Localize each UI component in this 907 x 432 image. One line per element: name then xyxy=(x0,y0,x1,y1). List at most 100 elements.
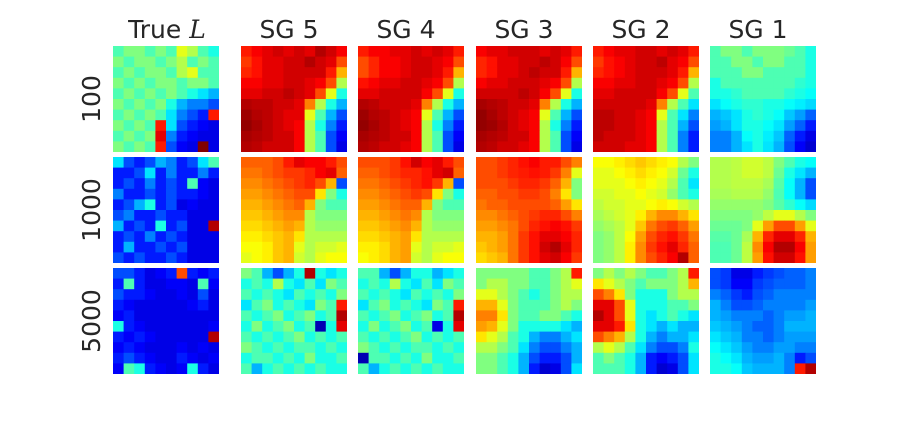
heatmap-cell xyxy=(614,67,626,79)
heatmap-cell xyxy=(497,56,509,68)
heatmap-cell xyxy=(539,178,551,190)
heatmap-cell xyxy=(476,199,487,211)
heatmap-cell xyxy=(166,331,177,343)
heatmap-cell xyxy=(358,77,369,89)
heatmap-cell xyxy=(614,352,626,364)
heatmap-cell xyxy=(784,310,796,322)
heatmap-cell xyxy=(134,141,146,152)
heatmap-cell xyxy=(144,220,156,232)
heatmap-cell xyxy=(741,331,753,343)
heatmap-cell xyxy=(805,278,816,290)
heatmap-cell xyxy=(635,88,647,100)
heatmap-cell xyxy=(773,120,785,132)
heatmap-cell xyxy=(773,46,785,57)
heatmap-cell xyxy=(677,310,689,322)
heatmap-cell xyxy=(720,241,732,253)
heatmap-cell xyxy=(752,56,764,68)
heatmap-cell xyxy=(187,178,199,190)
heatmap-cell xyxy=(368,167,380,179)
heatmap-cell xyxy=(176,188,188,200)
heatmap-cell xyxy=(325,352,337,364)
heatmap-cell xyxy=(624,99,636,110)
heatmap-cell xyxy=(262,278,274,290)
heatmap-cell xyxy=(411,231,422,243)
heatmap-cell xyxy=(123,120,135,132)
heatmap-cell xyxy=(656,141,668,152)
heatmap-cell xyxy=(208,77,219,89)
heatmap-cell xyxy=(550,130,562,142)
heatmap-cell xyxy=(155,299,167,311)
heatmap-cell xyxy=(453,278,464,290)
heatmap-cell xyxy=(432,46,444,57)
heatmap-cell xyxy=(667,252,679,263)
heatmap-cell xyxy=(166,321,177,332)
heatmap-cell xyxy=(677,363,689,374)
heatmap-cell xyxy=(773,157,785,168)
heatmap-cell xyxy=(763,310,774,322)
heatmap-cell xyxy=(421,252,433,263)
heatmap-cell xyxy=(688,231,699,243)
heatmap-cell xyxy=(773,167,785,179)
heatmap-cell xyxy=(294,331,305,343)
heatmap-cell xyxy=(368,120,380,132)
heatmap-cell xyxy=(197,56,209,68)
heatmap-cell xyxy=(262,321,274,332)
heatmap-cell xyxy=(166,77,177,89)
heatmap-cell xyxy=(389,299,401,311)
heatmap-cell xyxy=(208,56,219,68)
heatmap-cell xyxy=(166,278,177,290)
heatmap-cell xyxy=(752,178,764,190)
heatmap-cell xyxy=(529,178,540,190)
heatmap-cell xyxy=(688,157,699,168)
heatmap-cell xyxy=(518,210,530,221)
heatmap-cell xyxy=(476,46,487,57)
heatmap-cell xyxy=(144,268,156,279)
heatmap-cell xyxy=(123,210,135,221)
heatmap-cell xyxy=(560,130,572,142)
heatmap-cell xyxy=(507,363,519,374)
heatmap-cell xyxy=(507,188,519,200)
heatmap-cell xyxy=(453,268,464,279)
heatmap-cell xyxy=(529,289,540,301)
heatmap-cell xyxy=(134,331,146,343)
heatmap-cell xyxy=(518,363,530,374)
heatmap-cell xyxy=(710,310,721,322)
heatmap-cell xyxy=(187,120,199,132)
heatmap-cell xyxy=(710,241,721,253)
heatmap-cell xyxy=(731,188,743,200)
heatmap-cell xyxy=(304,210,316,221)
heatmap-cell xyxy=(241,199,252,211)
heatmap-cell xyxy=(421,268,433,279)
heatmap-cell xyxy=(763,289,774,301)
heatmap-cell xyxy=(315,109,327,121)
heatmap-cell xyxy=(304,46,316,57)
heatmap-cell xyxy=(529,130,540,142)
heatmap-cell xyxy=(113,231,124,243)
heatmap-cell xyxy=(720,289,732,301)
heatmap-cell xyxy=(134,88,146,100)
heatmap-cell xyxy=(614,331,626,343)
heatmap-cell xyxy=(656,342,668,354)
heatmap-cell xyxy=(134,231,146,243)
heatmap-cell xyxy=(144,120,156,132)
heatmap-cell xyxy=(677,157,689,168)
heatmap-cell xyxy=(400,46,412,57)
heatmap-cell xyxy=(176,268,188,279)
heatmap-cell xyxy=(593,188,604,200)
heatmap-cell xyxy=(635,210,647,221)
heatmap-cell xyxy=(646,99,657,110)
heatmap-cell xyxy=(304,321,316,332)
heatmap-cell xyxy=(400,77,412,89)
heatmap-cell xyxy=(667,363,679,374)
heatmap-cell xyxy=(497,268,509,279)
heatmap-cell xyxy=(773,210,785,221)
heatmap-cell xyxy=(187,252,199,263)
heatmap-cell xyxy=(688,342,699,354)
heatmap-cell xyxy=(560,342,572,354)
column-title-sg1: SG 1 xyxy=(728,15,788,44)
heatmap-cell xyxy=(197,109,209,121)
heatmap-cell xyxy=(539,342,551,354)
heatmap-cell xyxy=(176,167,188,179)
heatmap-cell xyxy=(539,99,551,110)
heatmap-cell xyxy=(325,220,337,232)
